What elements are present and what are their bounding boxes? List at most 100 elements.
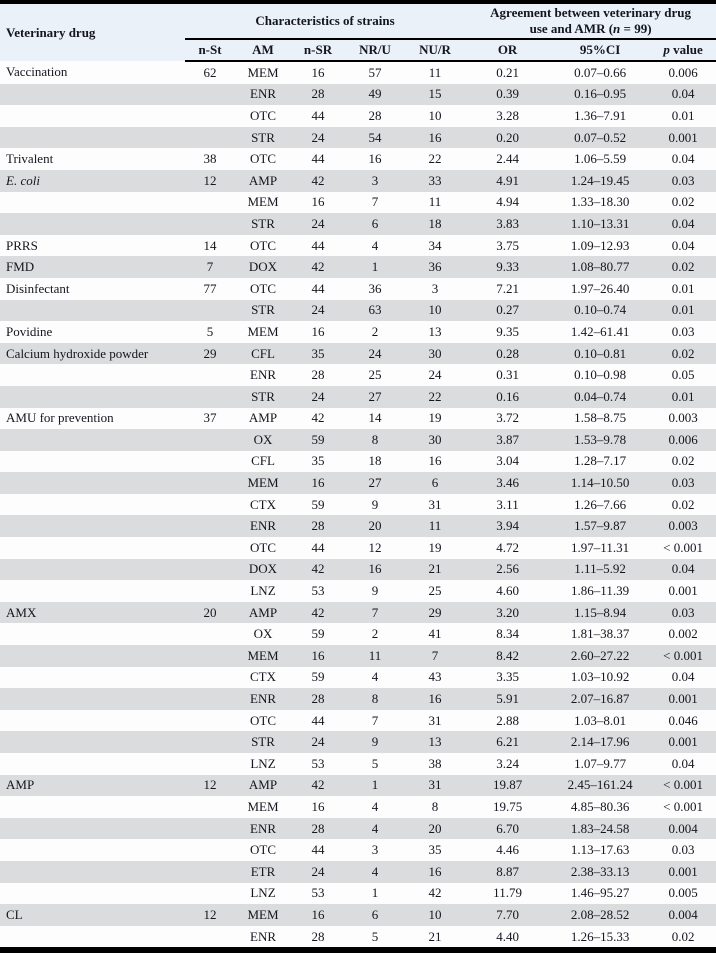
table-row: Disinfectant 77 OTC 44 36 3 7.21 1.97–26.40 0.01 — [0, 277, 716, 300]
cell-p: 0.04 — [671, 86, 695, 102]
cell-nr-u: 54 — [368, 129, 382, 145]
cell-p: 0.002 — [668, 626, 698, 642]
cell-ci: 2.60–27.22 — [570, 647, 630, 663]
cell-p: 0.04 — [671, 237, 695, 253]
cell-nu-r: 34 — [428, 237, 442, 253]
cell-n-st — [185, 883, 235, 905]
cell-n-st — [185, 753, 235, 775]
cell-n-sr: 44 — [311, 280, 325, 296]
table-row: CTX 59 4 43 3.35 1.03–10.92 0.04 — [0, 666, 716, 689]
table-row: Calcium hydroxide powder 29 CFL 35 24 30 0.28 0… — [0, 342, 716, 365]
agreement-line2-n-italic: n — [613, 21, 621, 36]
cell-nr-u: 3 — [371, 172, 379, 188]
cell-drug — [0, 796, 185, 818]
cell-ci: 1.97–26.40 — [570, 280, 630, 296]
cell-n-sr: 44 — [311, 107, 325, 123]
cell-drug — [0, 623, 185, 645]
cell-ci: 1.97–11.31 — [571, 539, 630, 555]
cell-am: OX — [253, 626, 273, 642]
cell-n-st: 38 — [203, 151, 217, 167]
cell-p: 0.001 — [668, 863, 698, 879]
col-header-n-sr: n-SR — [291, 39, 345, 62]
cell-n-sr: 59 — [311, 669, 325, 685]
cell-nu-r: 8 — [431, 798, 439, 814]
cell-am: LNZ — [250, 583, 276, 599]
cell-ci: 1.36–7.91 — [574, 107, 627, 123]
cell-ci: 2.38–33.13 — [570, 863, 630, 879]
cell-or: 3.87 — [496, 431, 519, 447]
cell-or: 7.21 — [496, 280, 519, 296]
table-row: Trivalent 38 OTC 44 16 22 2.44 1.06–5.59 0.04 — [0, 148, 716, 170]
cell-ci: 1.83–24.58 — [570, 820, 630, 836]
cell-drug: CL — [6, 906, 23, 922]
cell-ci: 1.07–9.77 — [574, 755, 627, 771]
cell-or: 0.27 — [496, 302, 519, 318]
cell-p: 0.04 — [671, 755, 695, 771]
cell-am: ENR — [250, 691, 276, 707]
table-row: STR 24 6 18 3.83 1.10–13.31 0.04 — [0, 213, 716, 235]
cell-drug: AMU for prevention — [6, 410, 114, 426]
cell-or: 8.34 — [496, 626, 519, 642]
cell-drug — [0, 688, 185, 710]
cell-p: 0.02 — [671, 928, 695, 944]
cell-nr-u: 27 — [368, 475, 382, 491]
cell-drug — [0, 364, 185, 386]
col-group-characteristics-of-strains: Characteristics of strains — [185, 2, 466, 40]
cell-or: 4.72 — [496, 539, 519, 555]
cell-am: LNZ — [250, 755, 276, 771]
cell-n-sr: 44 — [311, 237, 325, 253]
cell-am: MEM — [247, 64, 279, 80]
cell-nr-u: 9 — [371, 496, 379, 512]
cell-n-sr: 24 — [311, 863, 325, 879]
cell-or: 7.70 — [496, 906, 519, 922]
cell-nr-u: 18 — [368, 453, 382, 469]
cell-n-sr: 24 — [311, 215, 325, 231]
cell-n-st — [185, 645, 235, 667]
cell-or: 4.60 — [496, 583, 519, 599]
cell-am: AMP — [248, 777, 278, 793]
cell-am: MEM — [247, 475, 279, 491]
cell-ci: 1.03–10.92 — [570, 669, 630, 685]
table-row: CFL 35 18 16 3.04 1.28–7.17 0.02 — [0, 450, 716, 473]
cell-n-st — [185, 861, 235, 883]
cell-n-st — [185, 839, 235, 861]
cell-n-st — [185, 688, 235, 710]
cell-nr-u: 20 — [368, 518, 382, 534]
table-row: LNZ 53 5 38 3.24 1.07–9.77 0.04 — [0, 753, 716, 775]
cell-or: 2.88 — [496, 712, 519, 728]
cell-or: 4.94 — [496, 194, 519, 210]
cell-n-st — [185, 515, 235, 537]
cell-p: < 0.001 — [663, 777, 703, 793]
cell-n-sr: 59 — [311, 626, 325, 642]
cell-p: 0.006 — [668, 431, 698, 447]
cell-n-sr: 16 — [311, 194, 325, 210]
cell-drug — [0, 559, 185, 581]
table-row: E. coli 12 AMP 42 3 33 4.91 1.24–19.45 0.03 — [0, 169, 716, 192]
cell-am: STR — [251, 302, 275, 318]
cell-nu-r: 16 — [428, 863, 442, 879]
cell-am: AMP — [248, 172, 278, 188]
cell-p: 0.001 — [668, 129, 698, 145]
cell-n-st — [185, 580, 235, 602]
table-row: OTC 44 7 31 2.88 1.03–8.01 0.046 — [0, 709, 716, 732]
p-value-rest: value — [669, 42, 703, 57]
cell-nu-r: 36 — [428, 259, 442, 275]
cell-am: MEM — [247, 647, 279, 663]
cell-p: 0.005 — [668, 885, 698, 901]
cell-ci: 1.86–11.39 — [571, 583, 630, 599]
cell-nu-r: 25 — [428, 583, 442, 599]
cell-nr-u: 57 — [368, 64, 382, 80]
cell-p: 0.004 — [668, 820, 698, 836]
cell-am: CFL — [251, 453, 275, 469]
cell-ci: 1.15–8.94 — [574, 604, 627, 620]
cell-ci: 2.45–161.24 — [567, 777, 633, 793]
cell-p: < 0.001 — [663, 798, 703, 814]
cell-n-sr: 44 — [311, 842, 325, 858]
cell-or: 0.20 — [496, 129, 519, 145]
cell-or: 6.21 — [496, 734, 519, 750]
cell-n-sr: 42 — [311, 410, 325, 426]
cell-am: MEM — [247, 906, 279, 922]
cell-ci: 1.10–13.31 — [570, 215, 630, 231]
cell-n-st — [185, 667, 235, 689]
cell-n-st — [185, 127, 235, 149]
